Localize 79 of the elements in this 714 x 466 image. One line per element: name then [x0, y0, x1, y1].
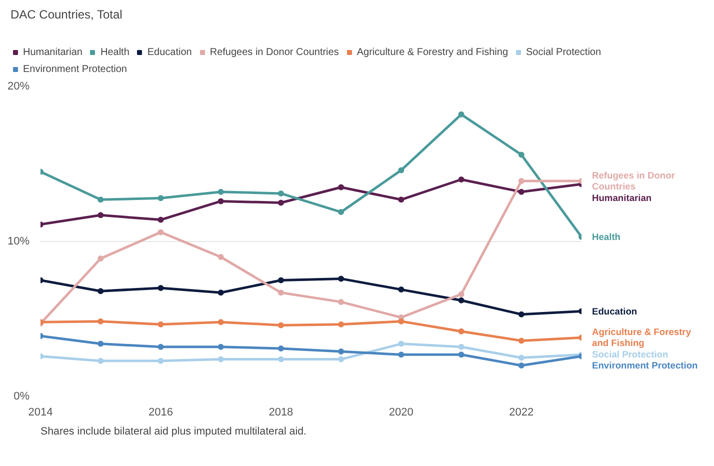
point: [338, 356, 344, 362]
point: [518, 338, 524, 344]
chart-subtitle: DAC Countries, Total: [10, 8, 122, 22]
point: [218, 356, 224, 362]
point: [338, 209, 344, 216]
point: [278, 290, 284, 296]
point: [458, 111, 464, 118]
point: [518, 188, 524, 195]
point: [278, 277, 284, 284]
x-tick-label: 2018: [268, 406, 294, 418]
point: [98, 212, 104, 218]
point: [158, 229, 164, 236]
point: [458, 176, 464, 182]
point: [398, 340, 404, 347]
point: [338, 184, 344, 190]
point: [218, 188, 224, 195]
point: [158, 358, 164, 364]
legend-label: Health: [100, 46, 130, 58]
point: [98, 288, 104, 294]
point: [518, 178, 524, 184]
point: [278, 190, 284, 196]
point: [278, 200, 284, 206]
point: [98, 340, 104, 347]
point: [98, 256, 104, 262]
point: [398, 196, 404, 203]
point: [458, 297, 464, 304]
point: [518, 311, 524, 318]
text: Humanitarian: [592, 193, 652, 204]
point: [158, 216, 164, 223]
point: [278, 356, 284, 362]
point: [338, 321, 344, 328]
x-tick-label: 2022: [509, 406, 534, 418]
point: [398, 167, 404, 174]
point: [398, 286, 404, 293]
point: [338, 298, 344, 305]
point: [218, 344, 224, 350]
text: Health: [592, 232, 621, 242]
x-tick-label: 2014: [28, 406, 53, 418]
x-tick-label: 2016: [148, 406, 173, 418]
text: Social Protection: [592, 350, 668, 360]
point: [338, 348, 344, 355]
point: [218, 254, 224, 260]
point: [338, 276, 344, 282]
point: [278, 322, 284, 328]
point: [458, 291, 464, 298]
legend-label: Humanitarian: [23, 46, 82, 58]
point: [98, 196, 104, 203]
point: [458, 344, 464, 350]
point: [158, 285, 164, 291]
point: [158, 344, 164, 350]
point: [158, 195, 164, 202]
point: [458, 352, 464, 358]
text: Agriculture & Forestry and Fishing: [592, 327, 692, 348]
y-tick-label: 10%: [7, 236, 30, 248]
legend-label: Refugees in Donor Countries: [210, 46, 339, 58]
y-tick-label: 20%: [7, 80, 30, 92]
point: [458, 328, 464, 334]
point: [218, 290, 224, 296]
point: [398, 318, 404, 324]
legend-label: Social Protection: [526, 46, 602, 58]
y-tick-label: 0%: [14, 390, 30, 402]
point: [218, 198, 224, 204]
point: [278, 345, 284, 352]
point: [398, 352, 404, 358]
point: [158, 321, 164, 328]
point: [98, 318, 104, 324]
text: Environment Protection: [592, 360, 698, 371]
point: [518, 362, 524, 368]
point: [218, 319, 224, 326]
point: [98, 358, 104, 364]
text: Education: [592, 306, 638, 316]
legend-label: Agriculture & Forestry and Fishing: [356, 46, 508, 58]
text: Shares include bilateral aid plus imputed multilateral aid.: [40, 426, 306, 438]
point: [518, 152, 524, 158]
legend-label: Education: [147, 46, 192, 58]
legend-label: Environment Protection: [23, 63, 127, 75]
point: [518, 354, 524, 361]
x-tick-label: 2020: [388, 406, 414, 418]
text: Refugees in Donor Countries: [592, 170, 675, 192]
